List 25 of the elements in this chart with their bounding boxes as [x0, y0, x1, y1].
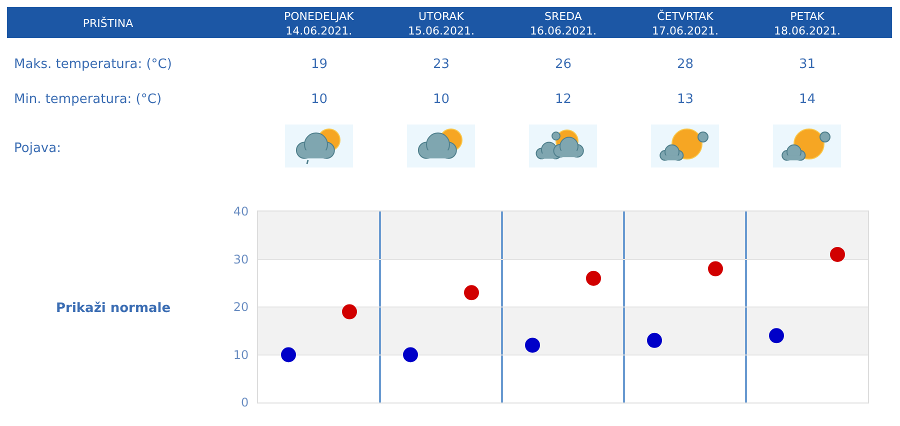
- y-tick-label: 0: [240, 396, 249, 410]
- text: UTORAK 15.06.2021.: [408, 10, 474, 38]
- data-label: 23: [433, 57, 450, 72]
- data-label: 13: [677, 92, 694, 107]
- text: Min. temperatura: (°C): [14, 92, 162, 107]
- y-tick-label: 20: [233, 300, 249, 314]
- data-label: 12: [555, 92, 572, 107]
- text: SREDA 16.06.2021.: [530, 10, 596, 38]
- text: Maks. temperatura: (°C): [14, 57, 172, 72]
- data-label: 26: [555, 57, 572, 72]
- data-label: 28: [677, 57, 694, 72]
- y-tick-label: 10: [233, 348, 249, 362]
- text: PRIŠTINA: [82, 16, 134, 30]
- data-label: 19: [311, 57, 328, 72]
- data-label: 10: [311, 92, 328, 107]
- y-tick-label: 40: [233, 204, 249, 219]
- text: ČETVRTAK 17.06.2021.: [652, 9, 718, 38]
- data-label: 14: [799, 92, 816, 107]
- data-label: 10: [433, 92, 450, 107]
- text: Pojava:: [14, 141, 61, 156]
- y-tick-label: 30: [233, 252, 249, 266]
- text: PETAK 18.06.2021.: [774, 10, 840, 38]
- data-label: 31: [799, 57, 816, 72]
- text: PONEDELJAK 14.06.2021.: [284, 10, 355, 38]
- text: Prikaži normale: [56, 301, 171, 316]
